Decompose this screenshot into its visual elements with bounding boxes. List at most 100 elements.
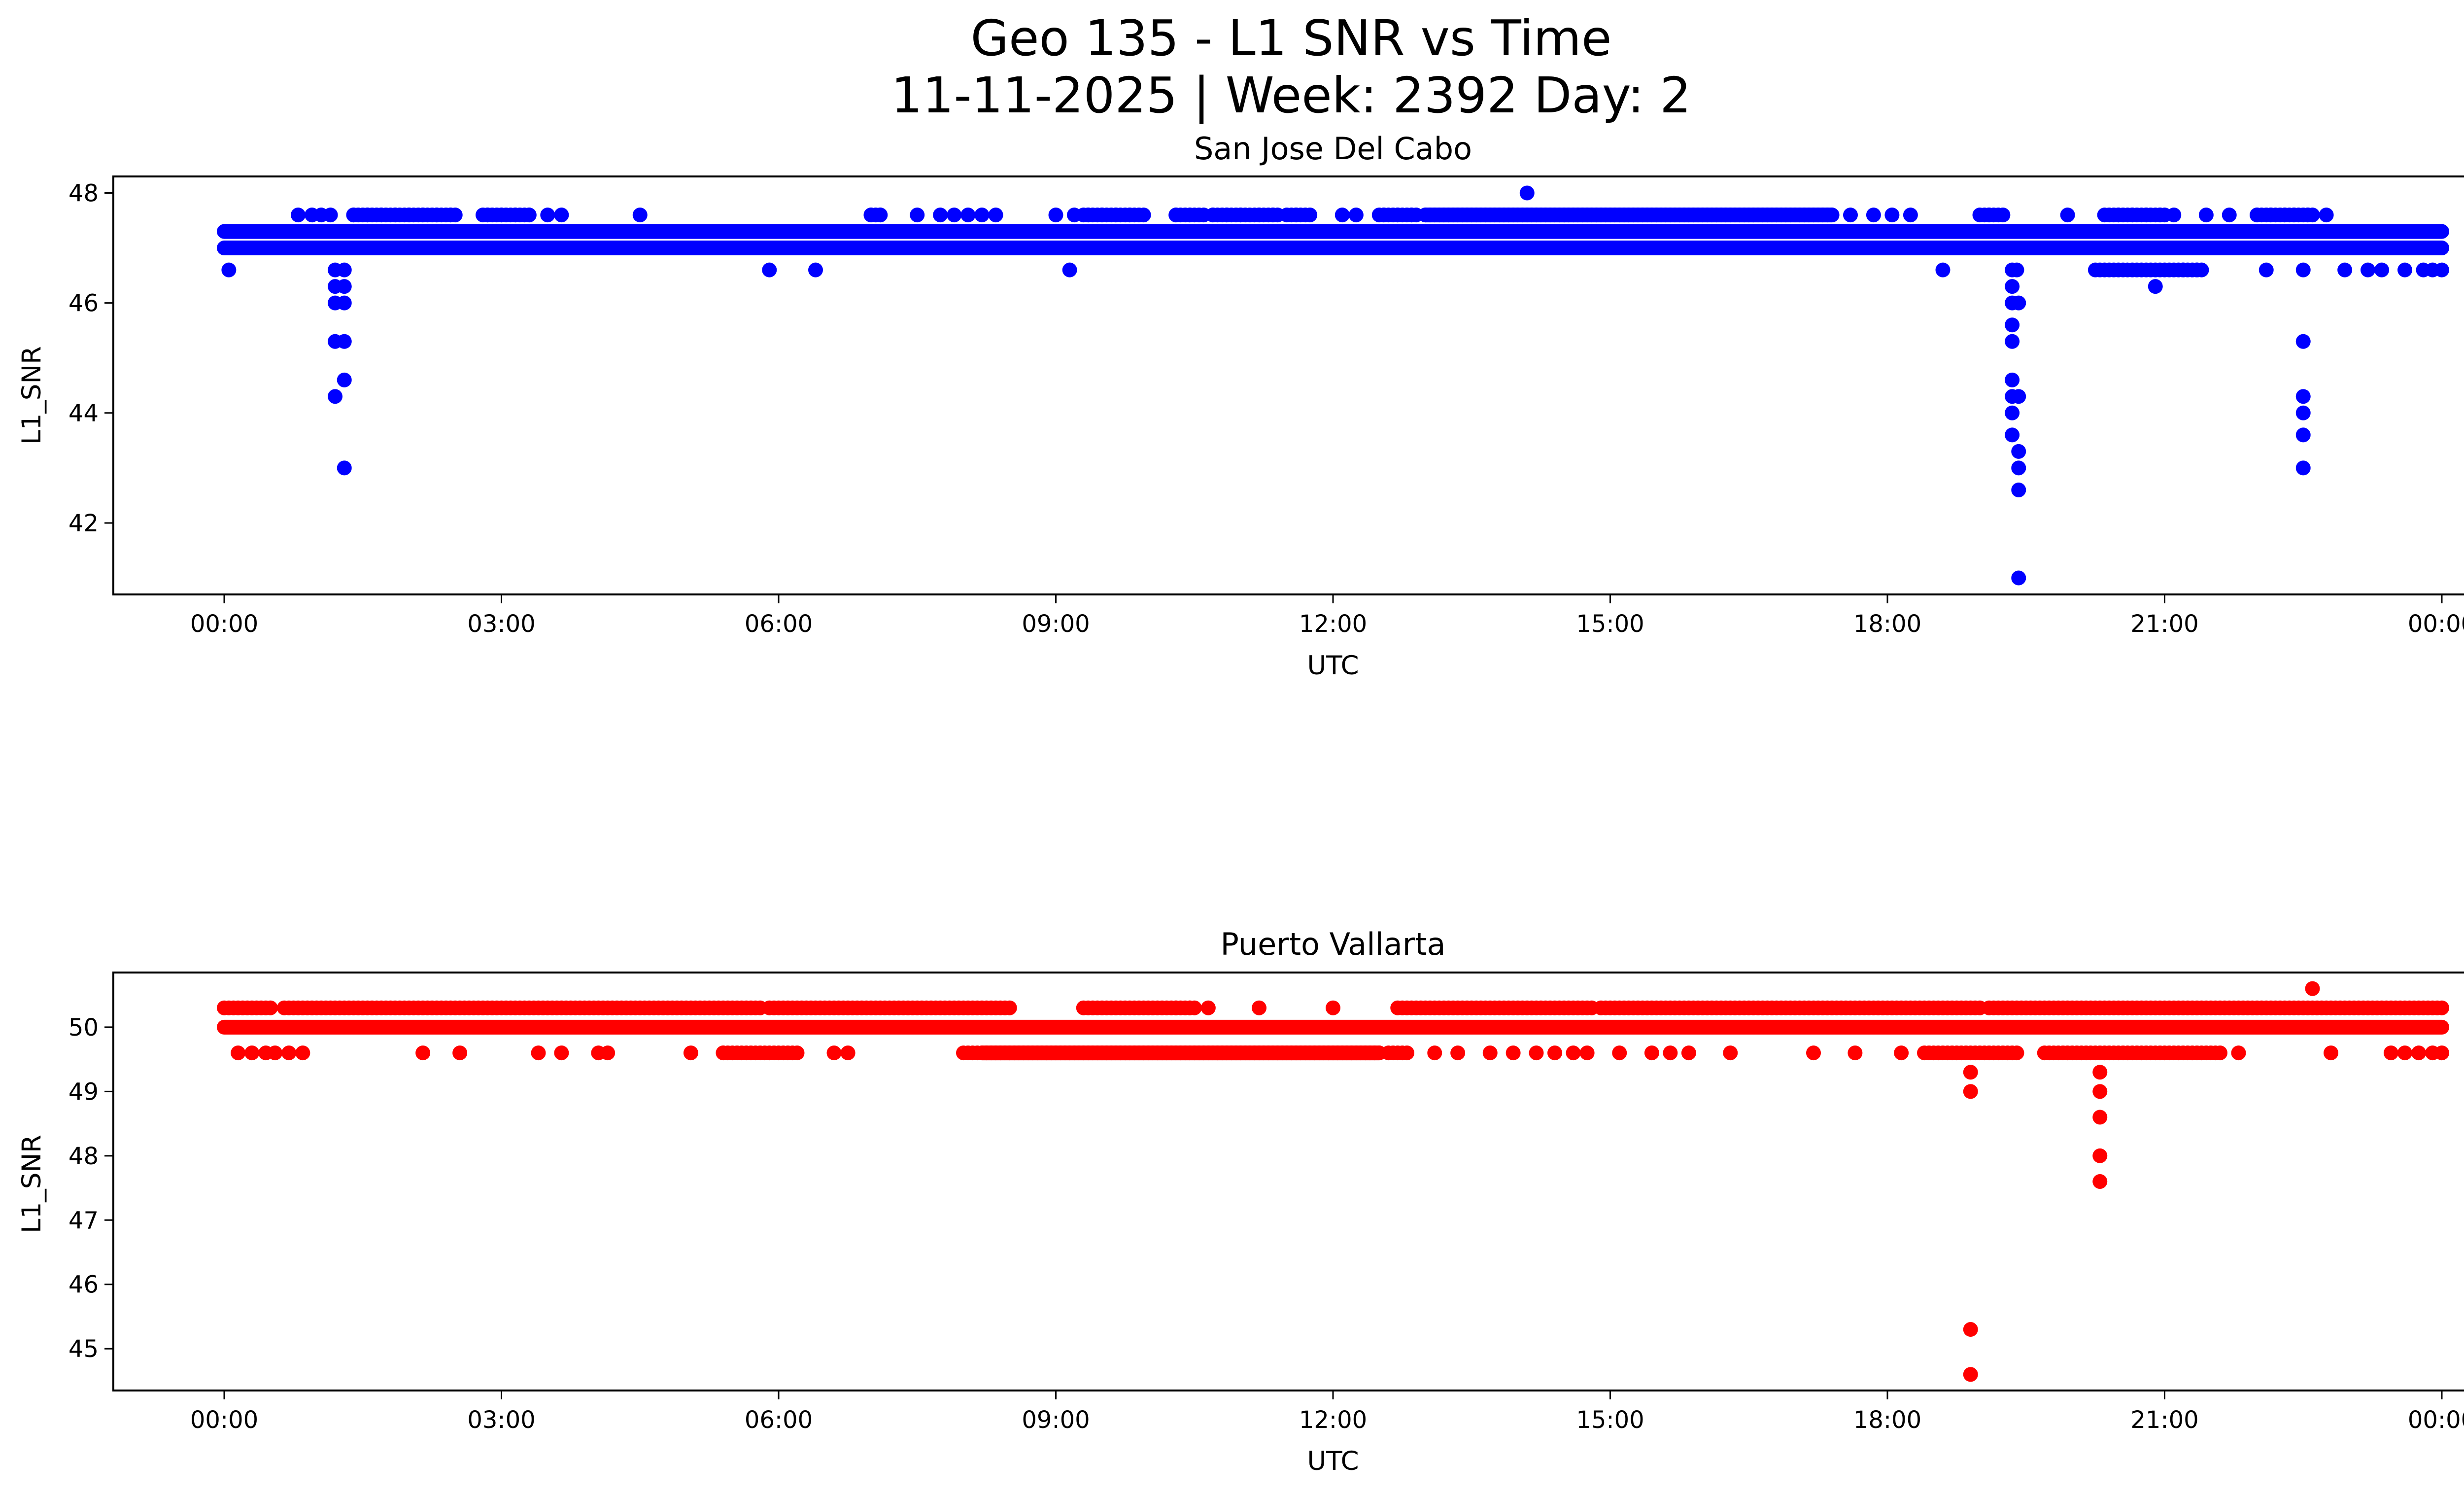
data-point — [1681, 1045, 1696, 1061]
data-point — [1824, 208, 1840, 223]
data-point — [974, 208, 990, 223]
data-point — [1400, 1045, 1414, 1061]
data-point — [2434, 1045, 2449, 1061]
data-point — [1048, 208, 1063, 223]
data-point — [1376, 208, 1392, 223]
data-point — [1450, 1045, 1466, 1061]
data-point — [452, 1045, 468, 1061]
data-point — [600, 1045, 616, 1061]
data-point — [374, 208, 389, 223]
data-point — [392, 241, 408, 256]
data-point — [947, 208, 962, 223]
x-tick-label: 03:00 — [467, 610, 535, 638]
data-point — [1205, 208, 1221, 223]
data-point — [1182, 1000, 1198, 1015]
y-axis-label: L1_SNR — [17, 346, 47, 445]
data-point — [337, 460, 352, 476]
data-point — [1266, 208, 1281, 223]
chart-title: San Jose Del Cabo — [1194, 131, 1472, 167]
data-point — [531, 1045, 546, 1061]
x-tick-label: 00:00 — [190, 1406, 258, 1434]
x-tick-label: 03:00 — [467, 1406, 535, 1434]
data-point — [1506, 1045, 1521, 1061]
chart-san-jose-del-cabo: San Jose Del Cabo UTC L1_SNR 00:00 03:00 0… — [17, 131, 2464, 681]
data-point — [2111, 208, 2126, 223]
data-point — [2005, 372, 2020, 387]
data-point — [1963, 1367, 1978, 1382]
data-point — [826, 1045, 842, 1061]
data-point — [2005, 405, 2020, 420]
data-point — [1982, 208, 1997, 223]
data-point — [1884, 208, 1900, 223]
data-point — [1335, 208, 1350, 223]
data-point — [263, 1000, 278, 1015]
data-point — [2295, 427, 2311, 443]
x-tick-label: 21:00 — [2130, 610, 2198, 638]
data-point — [1233, 208, 1248, 223]
data-point — [2295, 460, 2311, 476]
snr-band — [217, 224, 2449, 239]
data-point — [2005, 427, 2020, 443]
data-point — [1806, 1045, 1821, 1061]
y-tick-label: 44 — [68, 400, 99, 427]
data-point — [1843, 208, 1858, 223]
chart-puerto-vallarta: Puerto Vallarta UTC L1_SNR 00:00 03:00 06:… — [17, 926, 2464, 1476]
data-point — [1612, 1045, 1627, 1061]
x-tick-label: 06:00 — [745, 1406, 813, 1434]
data-point — [415, 208, 431, 223]
y-tick-label: 48 — [68, 1143, 99, 1170]
data-point — [281, 1045, 297, 1061]
data-point — [1067, 208, 1082, 223]
data-point — [411, 241, 426, 256]
axis-ticks: 00:00 03:00 06:00 09:00 12:00 15:00 18:00 21:00… — [68, 1014, 2464, 1434]
y-tick-label: 46 — [68, 1271, 99, 1299]
data-point — [337, 334, 352, 349]
data-point — [2411, 1045, 2427, 1061]
x-tick-label: 15:00 — [1576, 1406, 1644, 1434]
data-point — [360, 208, 375, 223]
x-tick-label: 09:00 — [1022, 610, 1090, 638]
data-point — [1903, 208, 1918, 223]
data-point — [480, 208, 495, 223]
data-point — [1427, 1045, 1442, 1061]
data-point — [415, 1045, 431, 1061]
data-point — [2009, 1045, 2024, 1061]
data-point — [2092, 1148, 2108, 1163]
data-point — [337, 262, 352, 278]
data-point — [1252, 1000, 1266, 1015]
data-point — [268, 1045, 283, 1061]
y-tick-label: 49 — [68, 1078, 99, 1106]
scatter-marks — [217, 185, 2449, 586]
data-point — [1995, 208, 2011, 223]
data-point — [2374, 262, 2390, 278]
data-point — [1219, 208, 1234, 223]
data-point — [2009, 262, 2024, 278]
data-point — [1663, 1045, 1678, 1061]
data-point — [2088, 262, 2103, 278]
data-point — [2295, 334, 2311, 349]
data-point — [1644, 1045, 1659, 1061]
data-point — [2097, 208, 2112, 223]
data-point — [2124, 208, 2140, 223]
data-point — [1723, 1045, 1738, 1061]
data-point — [1002, 1000, 1017, 1015]
data-point — [2139, 208, 2154, 223]
data-point — [960, 208, 976, 223]
data-point — [554, 208, 569, 223]
data-point — [840, 1045, 856, 1061]
x-tick-label: 21:00 — [2130, 1406, 2198, 1434]
data-point — [2250, 208, 2264, 223]
data-point — [2231, 1045, 2246, 1061]
data-point — [443, 208, 458, 223]
figure-title-line2: 11-11-2025 | Week: 2392 Day: 2 — [891, 67, 1691, 124]
data-point — [221, 262, 237, 278]
data-point — [789, 1045, 805, 1061]
x-tick-label: 18:00 — [1853, 1406, 1921, 1434]
data-point — [933, 208, 948, 223]
x-tick-label: 06:00 — [745, 610, 813, 638]
data-point — [1348, 208, 1364, 223]
data-point — [337, 279, 352, 294]
plot-frame — [112, 972, 2464, 1391]
data-point — [2005, 334, 2020, 349]
data-point — [1108, 208, 1124, 223]
